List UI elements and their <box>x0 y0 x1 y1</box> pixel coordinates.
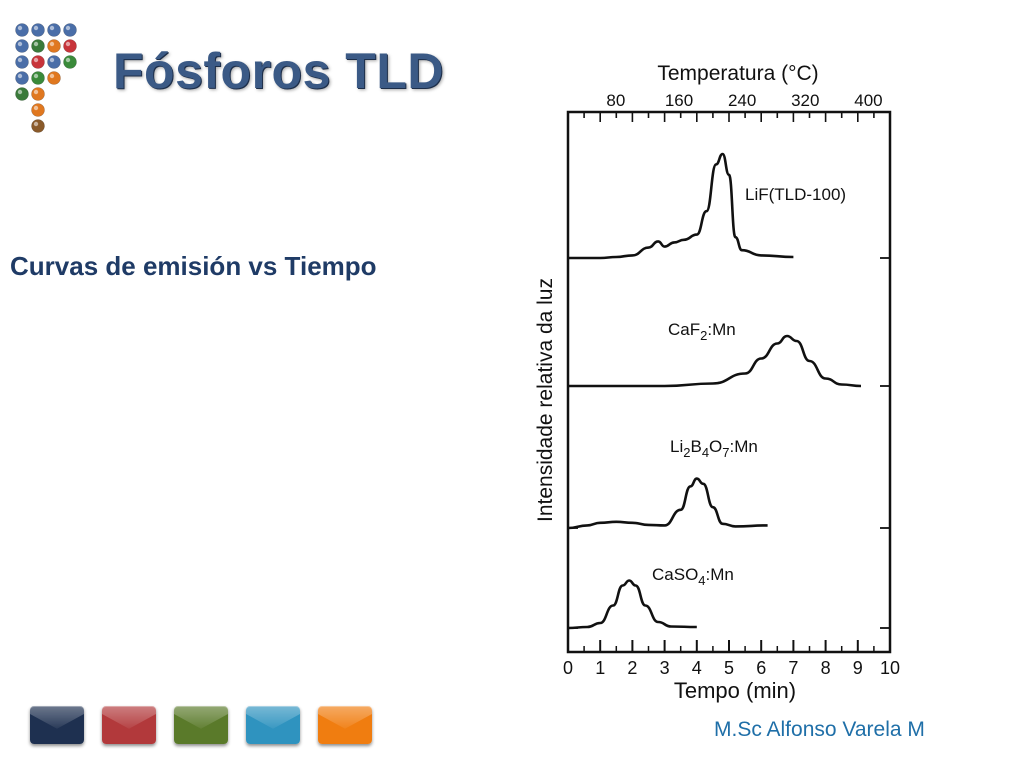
logo-dot-highlight <box>49 73 55 79</box>
nav-button-blue[interactable] <box>246 706 300 744</box>
series-label-text: LiF(TLD-100) <box>745 185 846 204</box>
series-label-text: :Mn <box>707 320 735 339</box>
logo-dot <box>31 103 45 117</box>
series-label-subscript: 2 <box>683 445 690 460</box>
logo-dot-highlight <box>33 57 39 63</box>
x-tick-label: 10 <box>880 658 900 678</box>
series-label-subscript: 2 <box>700 328 707 343</box>
series-label-2: Li2B4O7:Mn <box>670 437 758 460</box>
envelope-icon <box>102 706 156 729</box>
logo-dot-highlight <box>33 121 39 127</box>
x-tick-label: 4 <box>692 658 702 678</box>
logo-dot <box>47 23 61 37</box>
x-tick-label: 9 <box>853 658 863 678</box>
top-tick-label: 320 <box>791 91 819 110</box>
envelope-icon <box>174 706 228 729</box>
logo-dot <box>63 55 77 69</box>
logo-dot <box>47 71 61 85</box>
logo-dot <box>31 55 45 69</box>
series-label-text: O <box>709 437 722 456</box>
logo-dot-highlight <box>33 89 39 95</box>
nav-button-orange[interactable] <box>318 706 372 744</box>
top-tick-label: 240 <box>728 91 756 110</box>
x-tick-label: 1 <box>595 658 605 678</box>
series-label-subscript: 7 <box>722 445 729 460</box>
series-label-text: B <box>690 437 701 456</box>
top-axis-title: Temperatura (°C) <box>657 62 818 85</box>
logo-dot <box>15 39 29 53</box>
nav-button-navy[interactable] <box>30 706 84 744</box>
logo-dot <box>15 87 29 101</box>
logo-dot <box>31 87 45 101</box>
logo-dot-highlight <box>17 57 23 63</box>
logo-dot-highlight <box>33 105 39 111</box>
logo-dot-highlight <box>49 41 55 47</box>
emission-curves-figure: Temperatura (°C) 80 160 240 320 400 LiF(TLD-… <box>520 50 920 710</box>
logo-dot <box>31 119 45 133</box>
logo-dot-highlight <box>49 57 55 63</box>
logo-dot <box>15 55 29 69</box>
series-label-text: CaSO <box>652 565 698 584</box>
series-label-1: CaF2:Mn <box>668 320 736 343</box>
logo-dot <box>47 55 61 69</box>
logo-dot-highlight <box>33 25 39 31</box>
series-line-3 <box>567 579 697 630</box>
series-label-text: CaF <box>668 320 700 339</box>
x-tick-label: 2 <box>627 658 637 678</box>
logo-dot <box>63 23 77 37</box>
x-tick-label: 6 <box>756 658 766 678</box>
logo-dot <box>31 71 45 85</box>
logo-dot-highlight <box>49 25 55 31</box>
envelope-icon <box>318 706 372 729</box>
top-tick-label: 80 <box>606 91 625 110</box>
y-axis-title: Intensidade relativa da luz <box>534 278 557 522</box>
envelope-icon <box>246 706 300 729</box>
series-label-text: Li <box>670 437 683 456</box>
slide-subtitle: Curvas de emisión vs Tiempo <box>10 251 377 281</box>
series-label-subscript: 4 <box>698 573 705 588</box>
x-tick-label: 3 <box>660 658 670 678</box>
logo-dot-highlight <box>33 73 39 79</box>
x-axis-title: Tempo (min) <box>674 678 796 703</box>
logo-dot-highlight <box>33 41 39 47</box>
x-tick-label: 5 <box>724 658 734 678</box>
top-tick-label: 160 <box>665 91 693 110</box>
logo-dot <box>47 39 61 53</box>
logo-dot <box>31 23 45 37</box>
nav-button-red[interactable] <box>102 706 156 744</box>
series-label-text: :Mn <box>730 437 758 456</box>
logo-dot <box>15 71 29 85</box>
series-label-3: CaSO4:Mn <box>652 565 734 588</box>
logo-dot-highlight <box>65 57 71 63</box>
series-line-0 <box>567 152 794 260</box>
x-tick-label: 8 <box>821 658 831 678</box>
logo-dot <box>31 39 45 53</box>
slide-title: Fósforos TLD <box>113 43 444 99</box>
logo-dot-highlight <box>65 41 71 47</box>
nav-button-green[interactable] <box>174 706 228 744</box>
x-tick-label: 0 <box>563 658 573 678</box>
emission-curves-chart: Temperatura (°C) 80 160 240 320 400 LiF(TLD-… <box>534 62 900 703</box>
logo-dot-highlight <box>17 25 23 31</box>
top-tick-label: 400 <box>854 91 882 110</box>
series-line-2 <box>567 477 768 530</box>
logo-dot <box>15 23 29 37</box>
logo-dot-highlight <box>17 41 23 47</box>
author-credit: M.Sc Alfonso Varela M <box>714 718 925 741</box>
logo-dot-highlight <box>17 89 23 95</box>
x-tick-label: 7 <box>788 658 798 678</box>
series-label-0: LiF(TLD-100) <box>745 185 846 204</box>
series-line-1 <box>568 334 862 388</box>
logo-dot <box>63 39 77 53</box>
logo-dot-highlight <box>65 25 71 31</box>
logo <box>15 23 77 133</box>
envelope-icon <box>30 706 84 729</box>
logo-dot-highlight <box>17 73 23 79</box>
series-label-subscript: 4 <box>702 445 709 460</box>
series-label-text: :Mn <box>706 565 734 584</box>
